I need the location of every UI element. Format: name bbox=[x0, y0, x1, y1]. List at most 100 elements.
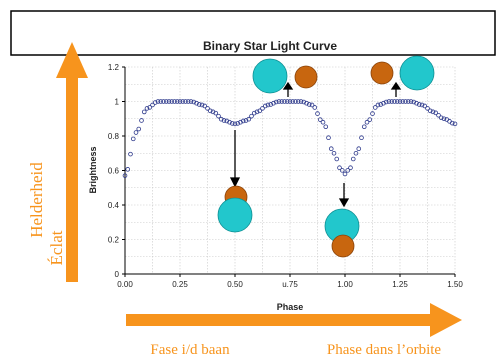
data-point bbox=[202, 103, 208, 109]
data-point bbox=[386, 99, 392, 104]
data-point bbox=[152, 100, 158, 105]
data-point bbox=[284, 99, 290, 104]
y-tick-label: 1.2 bbox=[108, 63, 120, 72]
label-helderheid: Helderheid bbox=[27, 162, 46, 238]
data-point bbox=[295, 99, 301, 104]
data-point bbox=[133, 130, 139, 135]
phase-arrow-head bbox=[430, 303, 462, 337]
data-point bbox=[414, 100, 419, 106]
data-point bbox=[262, 103, 268, 109]
data-point bbox=[334, 156, 340, 162]
data-point bbox=[361, 124, 367, 130]
data-point bbox=[304, 100, 309, 106]
data-point bbox=[188, 99, 194, 104]
data-point bbox=[166, 99, 172, 104]
y-axis-label: Brightness bbox=[88, 146, 98, 193]
data-point bbox=[364, 119, 370, 125]
axes bbox=[122, 66, 456, 277]
data-point bbox=[194, 100, 199, 106]
data-point bbox=[427, 108, 433, 114]
data-point bbox=[185, 99, 191, 104]
data-point bbox=[381, 100, 386, 106]
star-illustrations bbox=[217, 55, 435, 258]
brown-star bbox=[331, 234, 355, 258]
data-point bbox=[400, 99, 406, 104]
annotation-arrows bbox=[229, 81, 402, 208]
tick-labels: 0.00 0.25 0.50 u.75 1.00 1.25 1.50 0 0.2 0.4 0.6 0.… bbox=[108, 63, 463, 289]
data-point bbox=[383, 99, 389, 105]
data-point bbox=[265, 102, 271, 108]
data-point bbox=[279, 99, 285, 104]
brightness-arrow bbox=[56, 42, 88, 282]
data-point bbox=[257, 108, 263, 114]
data-point bbox=[320, 119, 326, 125]
data-point bbox=[331, 150, 337, 156]
data-point bbox=[282, 99, 287, 104]
brightness-arrow-shaft bbox=[66, 72, 78, 282]
data-point bbox=[378, 102, 384, 107]
data-point bbox=[191, 99, 197, 105]
data-point bbox=[425, 106, 430, 111]
data-point bbox=[359, 135, 364, 141]
label-fase: Fase i/d baan bbox=[150, 342, 230, 358]
brightness-arrow-head bbox=[56, 42, 88, 78]
data-point bbox=[372, 105, 378, 110]
y-tick-label: 0.6 bbox=[108, 167, 120, 176]
data-point bbox=[249, 113, 254, 119]
data-point bbox=[306, 102, 312, 107]
data-point bbox=[430, 109, 436, 115]
x-tick-label: 1.00 bbox=[337, 280, 353, 289]
cyan-star bbox=[252, 58, 288, 94]
x-tick-label: u.75 bbox=[282, 280, 298, 289]
data-point bbox=[238, 119, 243, 125]
cyan-star bbox=[217, 197, 253, 233]
chart: 0.00 0.25 0.50 u.75 1.00 1.25 1.50 0 0.2 0.4 0.6 0.… bbox=[88, 39, 463, 312]
data-point bbox=[339, 168, 345, 173]
data-point bbox=[254, 109, 260, 115]
data-point bbox=[293, 99, 298, 104]
data-point bbox=[196, 102, 202, 107]
x-tick-label: 1.25 bbox=[392, 280, 408, 289]
data-point bbox=[210, 109, 216, 115]
data-point bbox=[183, 99, 188, 104]
data-point bbox=[290, 99, 296, 104]
data-point bbox=[216, 113, 221, 119]
x-tick-label: 1.50 bbox=[447, 280, 463, 289]
data-point bbox=[213, 110, 219, 116]
data-point bbox=[342, 171, 348, 177]
data-point bbox=[301, 99, 307, 105]
x-axis-label: Phase bbox=[277, 302, 304, 312]
data-point bbox=[315, 111, 320, 116]
data-point bbox=[235, 121, 241, 126]
data-point bbox=[287, 99, 293, 104]
data-point bbox=[452, 121, 458, 127]
label-phase: Phase dans l’orbite bbox=[327, 342, 441, 358]
data-point bbox=[155, 99, 161, 104]
data-point bbox=[441, 116, 447, 122]
y-tick-label: 0 bbox=[115, 270, 120, 279]
data-point bbox=[397, 99, 403, 104]
arrow-secondary-eclipse-head bbox=[338, 198, 350, 208]
data-point bbox=[337, 165, 342, 171]
data-point bbox=[240, 118, 246, 124]
data-point bbox=[392, 99, 397, 104]
data-point bbox=[326, 135, 331, 141]
data-point bbox=[169, 99, 175, 104]
data-point bbox=[273, 99, 279, 105]
data-point bbox=[174, 99, 180, 104]
data-point bbox=[323, 124, 329, 130]
data-point bbox=[136, 126, 142, 132]
data-point bbox=[243, 118, 249, 123]
y-tick-label: 1 bbox=[115, 98, 120, 107]
data-point bbox=[271, 100, 276, 106]
data-point bbox=[403, 99, 408, 104]
x-tick-label: 0.50 bbox=[227, 280, 243, 289]
data-point bbox=[177, 99, 183, 104]
chart-title: Binary Star Light Curve bbox=[203, 39, 337, 53]
data-point bbox=[246, 116, 252, 122]
stars-primary-eclipse bbox=[217, 185, 253, 233]
data-point bbox=[158, 99, 164, 104]
data-point bbox=[394, 99, 400, 104]
grid-lines bbox=[124, 66, 456, 275]
